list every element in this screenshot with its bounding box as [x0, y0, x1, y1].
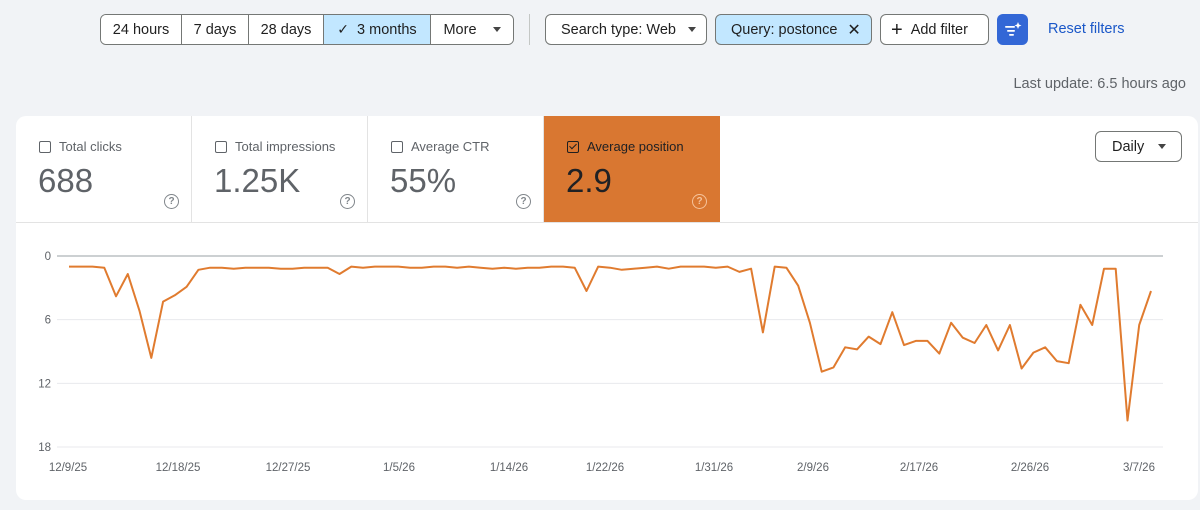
range-28-days[interactable]: 28 days: [249, 15, 324, 44]
y-tick-label: 0: [45, 251, 51, 263]
range-label: 7 days: [193, 21, 237, 38]
check-icon: ✓: [337, 21, 350, 37]
dropdown-arrow-icon: [492, 27, 501, 32]
x-tick-label: 12/27/25: [266, 462, 311, 474]
x-tick-label: 3/7/26: [1123, 462, 1155, 474]
range-7-days[interactable]: 7 days: [182, 15, 249, 44]
metric-average-position[interactable]: Average position 2.9 ?: [544, 116, 720, 222]
reset-filters-link[interactable]: Reset filters: [1048, 21, 1125, 37]
x-tick-label: 1/14/26: [490, 462, 528, 474]
range-label: 28 days: [260, 21, 312, 38]
x-tick-label: 1/5/26: [383, 462, 415, 474]
help-icon[interactable]: ?: [692, 194, 707, 209]
filter-settings-button[interactable]: [997, 14, 1028, 45]
metric-total-impressions[interactable]: Total impressions 1.25K ?: [192, 116, 368, 222]
last-update-status: Last update: 6.5 hours ago: [1013, 76, 1186, 92]
metric-label: Average position: [587, 139, 684, 154]
metric-average-ctr[interactable]: Average CTR 55% ?: [368, 116, 544, 222]
divider: [16, 222, 1198, 223]
toolbar-divider: [529, 14, 530, 45]
range-more-dropdown[interactable]: More: [431, 15, 513, 44]
metric-label: Total clicks: [59, 139, 122, 154]
x-tick-label: 1/22/26: [586, 462, 624, 474]
metric-label: Average CTR: [411, 139, 490, 154]
filter-sparkle-icon: [1004, 21, 1021, 36]
metric-value: 55%: [390, 162, 457, 199]
performance-card: Total clicks 688 ? Total impressions 1.2…: [16, 116, 1198, 500]
close-icon[interactable]: ✕: [847, 21, 861, 39]
dropdown-arrow-icon: [688, 27, 696, 32]
metric-total-clicks[interactable]: Total clicks 688 ?: [16, 116, 192, 222]
help-icon[interactable]: ?: [516, 194, 531, 209]
granularity-label: Daily: [1112, 138, 1145, 155]
checkbox-checked[interactable]: [567, 141, 579, 153]
query-filter-chip[interactable]: Query: postonce ✕: [715, 14, 872, 45]
x-tick-label: 12/9/25: [49, 462, 87, 474]
x-tick-label: 2/9/26: [797, 462, 829, 474]
plus-icon: +: [891, 18, 903, 41]
metric-label: Total impressions: [235, 139, 336, 154]
query-filter-label: Query: postonce: [731, 21, 838, 38]
metric-value: 1.25K: [214, 162, 301, 199]
metric-value: 688: [38, 162, 94, 199]
series-line-average-position: [69, 265, 1152, 422]
add-filter-label: Add filter: [910, 21, 968, 38]
metric-value: 2.9: [566, 162, 612, 199]
toolbar: 24 hours 7 days 28 days ✓ 3 months More S…: [0, 14, 1200, 45]
x-tick-label: 1/31/26: [695, 462, 733, 474]
y-tick-label: 6: [45, 315, 51, 327]
search-type-label: Search type: Web: [561, 21, 676, 38]
range-3-months[interactable]: ✓ 3 months: [324, 15, 431, 44]
date-range-selector: 24 hours 7 days 28 days ✓ 3 months More: [100, 14, 514, 45]
x-tick-label: 2/26/26: [1011, 462, 1049, 474]
range-label: 3 months: [357, 21, 417, 38]
add-filter-button[interactable]: + Add filter: [880, 14, 989, 45]
help-icon[interactable]: ?: [340, 194, 355, 209]
position-line-chart: 0 6 12 18 12/9/25 12/18/25 12/27/25 1/5/26 1/14/…: [38, 251, 1163, 474]
help-icon[interactable]: ?: [164, 194, 179, 209]
range-label: 24 hours: [112, 21, 170, 38]
range-label: More: [443, 21, 477, 38]
y-tick-label: 18: [38, 442, 51, 454]
search-type-dropdown[interactable]: Search type: Web: [545, 14, 707, 45]
y-tick-label: 12: [38, 378, 51, 390]
checkbox[interactable]: [215, 141, 227, 153]
granularity-dropdown[interactable]: Daily: [1095, 131, 1182, 162]
dropdown-arrow-icon: [1158, 144, 1167, 149]
checkbox[interactable]: [391, 141, 403, 153]
metric-tiles: Total clicks 688 ? Total impressions 1.2…: [16, 116, 720, 222]
range-24-hours[interactable]: 24 hours: [101, 15, 182, 44]
x-tick-label: 2/17/26: [900, 462, 938, 474]
x-tick-label: 12/18/25: [156, 462, 201, 474]
checkbox[interactable]: [39, 141, 51, 153]
